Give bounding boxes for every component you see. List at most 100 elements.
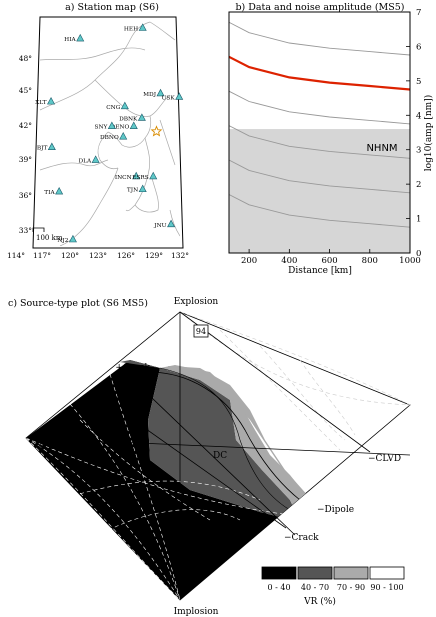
- lat-label: 45°: [19, 86, 33, 95]
- station-marker-icon: [68, 234, 77, 243]
- lat-label: 39°: [19, 155, 33, 164]
- legend-label: 70 - 90: [337, 583, 365, 592]
- station-label: CNG: [106, 105, 121, 111]
- station-label: XLT: [35, 100, 47, 106]
- event-star-icon: [150, 125, 163, 137]
- legend-swatch: [333, 566, 369, 580]
- station-label: TJN: [127, 188, 138, 194]
- legend-swatch: [297, 566, 333, 580]
- y-axis-label: log10(amp [nm]): [423, 95, 434, 171]
- legend-title: VR (%): [303, 596, 336, 607]
- neg-crack-label: −Crack: [284, 533, 319, 543]
- vr-contour: [147, 371, 301, 501]
- panel-b-title: b) Data and noise amplitude (MS5): [235, 2, 404, 13]
- station-label: BJT: [37, 146, 48, 152]
- station-marker-icon: [138, 184, 147, 193]
- legend-label: 40 - 70: [301, 583, 329, 592]
- station-label: TIA: [44, 190, 55, 196]
- station-marker-icon: [47, 96, 56, 105]
- station-marker-icon: [107, 121, 116, 129]
- amplitude-line: [229, 194, 410, 228]
- lon-label: 132°: [171, 251, 189, 260]
- vr-legend: 0 - 40 40 - 70 70 - 90 90 - 100: [261, 566, 405, 592]
- station-marker-icon: [47, 142, 56, 150]
- lon-label: 129°: [145, 251, 163, 260]
- y-tick-label: 2: [416, 180, 421, 190]
- legend-swatch: [369, 566, 405, 580]
- implosion-label: Implosion: [174, 607, 219, 617]
- event-star-shape: [150, 125, 163, 137]
- lon-label: 123°: [89, 251, 107, 260]
- legend-label: 90 - 100: [370, 583, 403, 592]
- station-label: DBNK: [119, 116, 138, 122]
- pos-clvd-label: +CLVD: [37, 442, 70, 452]
- x-tick-label: 800: [362, 256, 378, 266]
- map-coastlines: [39, 21, 180, 246]
- neg-clvd-label: −CLVD: [368, 454, 401, 464]
- amplitude-line: [229, 159, 410, 194]
- amplitude-line: [229, 125, 410, 159]
- x-tick-label: 600: [321, 256, 337, 266]
- y-tick-label: 7: [416, 8, 421, 18]
- best-vr-box: [193, 324, 209, 338]
- station-marker-icon: [119, 132, 128, 140]
- y-tick-label: 0: [416, 249, 421, 259]
- pos-crack-label: +Crack: [115, 363, 150, 373]
- panel-c: c) Source-type plot (S6 MS5): [8, 297, 411, 617]
- panel-a: a) Station map (S6) 48° 45° 42° 39° 36°: [7, 2, 189, 260]
- plot-area: [229, 21, 410, 253]
- amplitude-line: [229, 21, 410, 56]
- station-label: DLA: [78, 159, 91, 165]
- lat-label: 42°: [19, 121, 33, 130]
- lat-label: 48°: [19, 54, 33, 63]
- station-label: NJ2: [57, 238, 68, 244]
- amplitude-line: [229, 90, 410, 125]
- x-tick-label: 400: [281, 256, 297, 266]
- vr-region-40-70: [120, 360, 300, 522]
- map-frame: [32, 16, 184, 249]
- explosion-label: Explosion: [174, 297, 219, 307]
- stations: HEH HIA MDJ USK XLT CNG DBNK DENO SNY DBNO BJT DLA I…: [35, 23, 184, 244]
- lon-label: 120°: [61, 251, 79, 260]
- station-marker-icon: [91, 155, 100, 163]
- x-tick-label: 200: [241, 256, 257, 266]
- data-amplitude-line: [229, 55, 410, 91]
- station-marker-icon: [129, 121, 138, 129]
- station-label: MDJ: [143, 92, 157, 98]
- legend-label: 0 - 40: [267, 583, 290, 592]
- lat-label: 36°: [19, 191, 33, 200]
- neg-dipole-label: −Dipole: [317, 505, 354, 515]
- station-label: INCN: [115, 175, 132, 181]
- x-tick-label: 1000: [399, 256, 421, 266]
- pos-dipole-label: +Dipole: [81, 394, 118, 404]
- lon-label: 126°: [117, 251, 135, 260]
- station-label: USK: [162, 95, 176, 101]
- lat-label: 33°: [19, 226, 33, 235]
- station-label: HIA: [64, 37, 76, 43]
- scale-label: 100 km: [36, 234, 63, 242]
- station-marker-icon: [167, 219, 176, 228]
- station-marker-icon: [76, 33, 85, 42]
- axis-lines: [25, 311, 411, 600]
- scale-bar: 100 km: [32, 227, 63, 242]
- lon-label: 117°: [33, 251, 51, 260]
- station-marker-icon: [55, 186, 64, 195]
- lon-label: 114°: [7, 251, 25, 260]
- panel-b: b) Data and noise amplitude (MS5) 200 400…: [228, 2, 434, 276]
- y-tick-label: 4: [416, 111, 421, 121]
- station-label: DBNO: [100, 135, 119, 141]
- legend-swatch: [261, 566, 297, 580]
- station-label: HEH: [124, 27, 138, 33]
- station-label: SNY: [94, 125, 107, 131]
- station-marker-icon: [132, 171, 141, 180]
- best-vr-label: 94: [196, 327, 206, 336]
- y-tick-label: 1: [416, 215, 421, 225]
- station-marker-icon: [138, 23, 147, 31]
- source-grid: [25, 311, 411, 601]
- panel-a-title: a) Station map (S6): [65, 2, 159, 13]
- noise-label: NHNM: [366, 143, 397, 154]
- station-label: JNU: [153, 223, 166, 229]
- lat-labels: 48° 45° 42° 39° 36° 33°: [19, 54, 33, 235]
